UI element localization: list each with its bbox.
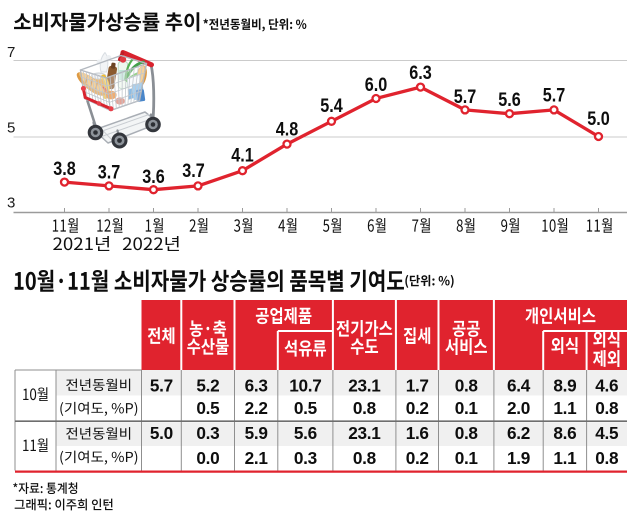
svg-text:6.3: 6.3 [245,375,268,395]
svg-text:0.2: 0.2 [406,398,429,418]
svg-text:10.7: 10.7 [289,375,321,395]
svg-text:5.2: 5.2 [196,375,219,395]
svg-text:0.1: 0.1 [455,448,479,468]
svg-text:2.2: 2.2 [245,398,268,418]
svg-text:5.7: 5.7 [150,375,173,395]
svg-text:1.1: 1.1 [553,398,577,418]
svg-text:4.5: 4.5 [595,423,619,443]
svg-text:1.6: 1.6 [406,423,429,443]
svg-text:5.0: 5.0 [150,423,173,443]
svg-text:5.6: 5.6 [294,423,317,443]
svg-text:5.9: 5.9 [245,423,268,443]
svg-text:6.2: 6.2 [507,423,530,443]
svg-text:3.8: 3.8 [53,159,76,180]
svg-text:5.0: 5.0 [587,109,610,130]
svg-text:0.5: 0.5 [294,398,318,418]
svg-text:1.7: 1.7 [406,375,429,395]
svg-text:0.2: 0.2 [406,448,429,468]
svg-text:0.0: 0.0 [196,448,219,468]
svg-text:4.6: 4.6 [595,375,618,395]
svg-text:7: 7 [7,44,15,61]
svg-text:0.8: 0.8 [353,398,377,418]
svg-text:0.8: 0.8 [455,375,479,395]
svg-text:5.7: 5.7 [543,85,566,106]
svg-text:5.4: 5.4 [320,96,343,117]
svg-text:6.0: 6.0 [365,75,388,96]
svg-text:1.9: 1.9 [507,448,530,468]
svg-text:0.8: 0.8 [353,448,377,468]
svg-text:0.8: 0.8 [595,398,619,418]
svg-text:4.8: 4.8 [276,120,299,141]
svg-text:0.8: 0.8 [595,448,619,468]
svg-text:6.4: 6.4 [507,375,531,395]
svg-text:6.3: 6.3 [409,63,432,84]
svg-text:8.6: 8.6 [553,423,576,443]
svg-text:3: 3 [7,195,15,212]
svg-text:3.7: 3.7 [182,161,205,182]
svg-text:3.7: 3.7 [98,163,121,184]
svg-text:5.7: 5.7 [454,87,477,108]
svg-text:0.5: 0.5 [196,398,220,418]
svg-text:8.9: 8.9 [553,375,576,395]
svg-text:1.1: 1.1 [553,448,577,468]
svg-text:2.0: 2.0 [507,398,530,418]
svg-text:2.1: 2.1 [245,448,269,468]
svg-text:5: 5 [7,120,15,137]
svg-text:23.1: 23.1 [348,423,381,443]
svg-text:0.1: 0.1 [455,398,479,418]
svg-text:0.8: 0.8 [455,423,479,443]
svg-text:4.1: 4.1 [231,146,254,167]
svg-text:5.6: 5.6 [498,90,521,111]
svg-text:23.1: 23.1 [348,375,381,395]
svg-text:3.6: 3.6 [142,167,165,188]
svg-text:0.3: 0.3 [294,448,317,468]
svg-text:0.3: 0.3 [196,423,219,443]
